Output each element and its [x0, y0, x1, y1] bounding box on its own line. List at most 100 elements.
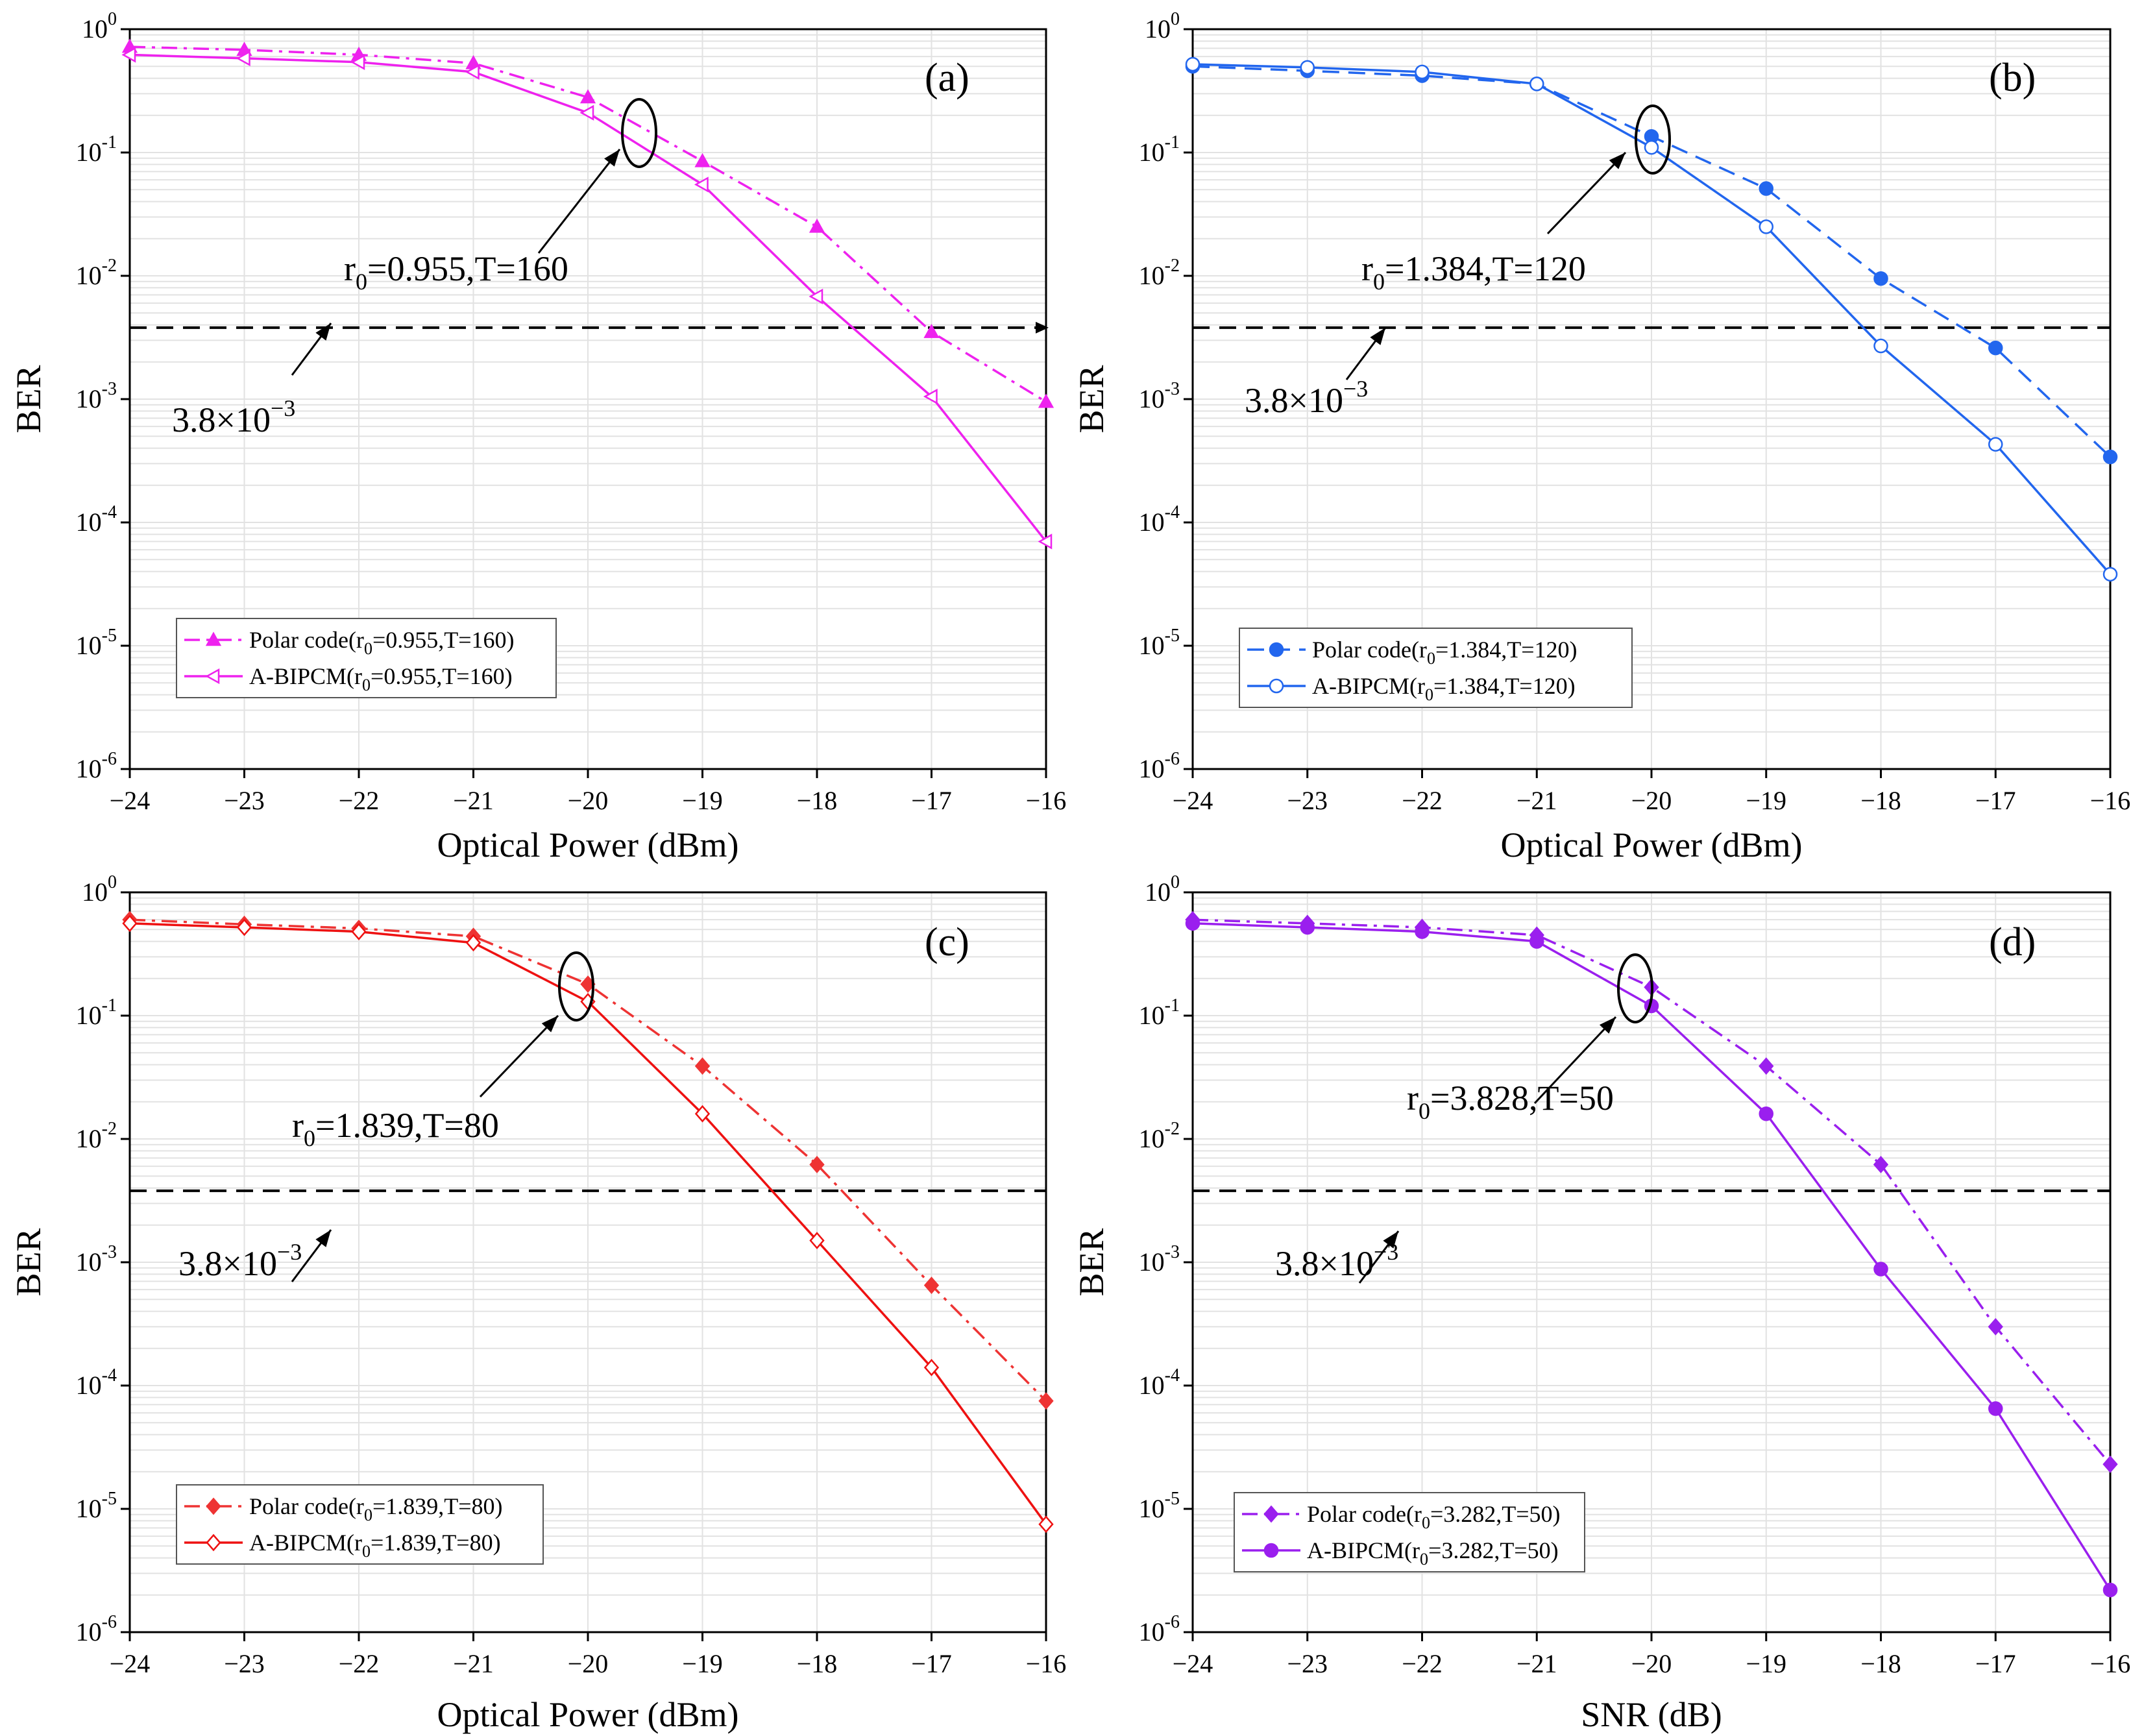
series-2-point — [350, 54, 365, 70]
series-1-point — [923, 324, 940, 338]
legend-marker-1 — [205, 631, 222, 646]
x-tick-label-text: −21 — [1517, 1649, 1557, 1678]
series-2-point — [809, 288, 823, 304]
y-tick-label: 10-2 — [76, 256, 117, 290]
series-2-point — [1988, 1401, 2003, 1416]
y-tick-label: 100 — [1145, 9, 1180, 43]
y-tick-base: 10 — [76, 1371, 102, 1400]
y-tick-exponent: -4 — [1165, 1365, 1180, 1386]
y-tick-base: 10 — [1139, 1371, 1165, 1400]
y-tick-exponent: -5 — [102, 1489, 117, 1509]
legend-label-post: =1.384,T=120) — [1433, 673, 1576, 699]
y-tick-base: 10 — [76, 631, 102, 660]
series-2-point — [1038, 533, 1053, 550]
x-tick-label: −21 — [1517, 786, 1557, 815]
legend-label-sub: 0 — [364, 1506, 372, 1524]
series-2-point — [121, 47, 136, 63]
series-1-point — [694, 153, 711, 167]
y-tick-label: 10-3 — [1139, 1242, 1180, 1277]
series-1-point — [1038, 1392, 1054, 1410]
series-1-point — [1759, 181, 1774, 196]
panel-label-text: (b) — [1989, 56, 2036, 100]
series-2-point — [1300, 60, 1315, 75]
legend-label-1: Polar code(r0=0.955,T=160) — [249, 627, 515, 658]
series-1-point — [1759, 1057, 1774, 1075]
series-line-1 — [129, 45, 1047, 403]
panel-label: (c) — [925, 920, 969, 964]
x-tick-label: −16 — [2090, 786, 2131, 815]
legend-label-post: =1.839,T=80) — [372, 1493, 503, 1519]
panel-label: (a) — [925, 56, 969, 100]
x-tick-label: −21 — [453, 1649, 494, 1678]
x-tick-label-text: −17 — [1975, 1649, 2016, 1678]
series-2-point — [1988, 437, 2003, 452]
legend-marker-2 — [205, 668, 220, 685]
y-tick-base: 10 — [76, 1247, 102, 1277]
series-1-point — [1988, 1317, 2003, 1336]
threshold-label-base: 3.8×10 — [178, 1244, 277, 1283]
legend-label-post: =3.282,T=50) — [1430, 1501, 1561, 1527]
y-tick-exponent: 0 — [108, 9, 117, 29]
x-tick-label-text: −24 — [1173, 786, 1213, 815]
legend-label-sub: 0 — [1427, 649, 1435, 668]
chart-panel-1: −24 −23 −22 −21 −20 −19 −18 −17 −1610010-110-210… — [9, 9, 1066, 864]
x-tick-label-text: −17 — [911, 786, 952, 815]
y-tick-exponent: -5 — [1165, 1489, 1180, 1509]
series-1-point — [809, 218, 825, 233]
y-axis-label-text: BER — [1072, 365, 1111, 433]
x-tick-label: −18 — [1860, 1649, 1901, 1678]
x-tick-label: −19 — [682, 786, 723, 815]
x-tick-label-text: −22 — [1402, 1649, 1443, 1678]
x-tick-label-text: −23 — [224, 1649, 265, 1678]
x-tick-label: −22 — [339, 786, 380, 815]
series-2-point — [1644, 140, 1659, 155]
param-annotation-post: =3.828,T=50 — [1430, 1079, 1614, 1118]
param-annotation-pre: r — [1407, 1079, 1419, 1118]
series-1-point — [1873, 1156, 1889, 1173]
series-2-point — [351, 923, 367, 940]
series-2-point — [2102, 567, 2118, 582]
x-tick-label-text: −18 — [1860, 786, 1901, 815]
param-annotation-sub: 0 — [356, 269, 367, 295]
y-tick-label: 10-6 — [76, 1612, 117, 1646]
y-tick-base: 10 — [1139, 1247, 1165, 1277]
legend-label-post: =3.282,T=50) — [1428, 1537, 1559, 1563]
x-tick-label: −16 — [1026, 786, 1067, 815]
panel-label-text: (a) — [925, 56, 969, 100]
x-tick-label: −21 — [453, 786, 494, 815]
x-tick-label: −20 — [1631, 1649, 1672, 1678]
series-1-point — [2102, 449, 2118, 465]
x-tick-label: −17 — [1975, 786, 2016, 815]
y-axis-label-text: BER — [1072, 1228, 1111, 1296]
y-tick-base: 10 — [76, 384, 102, 413]
series-2-point — [579, 104, 594, 121]
x-tick-label-text: −18 — [1860, 1649, 1901, 1678]
param-annotation-pre: r — [344, 249, 356, 288]
param-annotation-post: =1.839,T=80 — [315, 1106, 499, 1145]
x-tick-label-text: −22 — [1402, 786, 1443, 815]
y-tick-label: 10-1 — [76, 996, 117, 1030]
y-tick-exponent: -6 — [102, 1612, 117, 1632]
param-annotation: r0=1.839,T=80 — [292, 1106, 499, 1151]
series-2-point — [1759, 219, 1774, 234]
legend-label-sub: 0 — [1420, 1550, 1428, 1569]
x-tick-label-text: −16 — [1026, 786, 1067, 815]
y-tick-label: 10-1 — [1139, 132, 1180, 167]
series-1-point — [1038, 393, 1054, 408]
y-tick-exponent: -1 — [1165, 132, 1180, 153]
y-tick-base: 10 — [1139, 631, 1165, 660]
y-tick-base: 10 — [1145, 14, 1171, 43]
y-tick-exponent: 0 — [1171, 9, 1180, 29]
y-tick-exponent: -2 — [102, 1119, 117, 1139]
x-tick-label-text: −19 — [682, 1649, 723, 1678]
legend-box — [1234, 1492, 1585, 1572]
x-tick-label-text: −16 — [1026, 1649, 1067, 1678]
y-tick-base: 10 — [1145, 877, 1171, 907]
y-tick-base: 10 — [76, 1494, 102, 1523]
x-tick-label: −21 — [1517, 1649, 1557, 1678]
x-tick-label-text: −19 — [682, 786, 723, 815]
y-tick-label: 10-2 — [1139, 256, 1180, 290]
annotation-arrowhead — [1599, 1017, 1616, 1034]
param-annotation-sub: 0 — [1419, 1098, 1430, 1124]
